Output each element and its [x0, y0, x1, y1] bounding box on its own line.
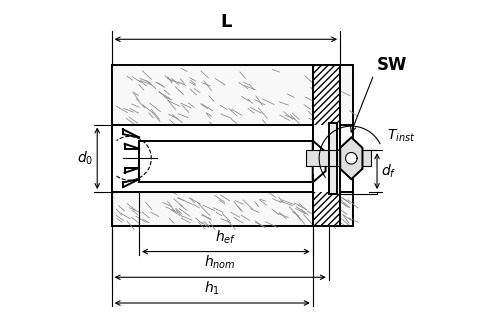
- Text: $d_0$: $d_0$: [77, 150, 94, 167]
- Bar: [329, 123, 337, 194]
- Bar: [312, 65, 340, 226]
- Text: $d_f$: $d_f$: [381, 162, 396, 180]
- Polygon shape: [340, 137, 362, 179]
- Text: $T_{inst}$: $T_{inst}$: [386, 128, 415, 144]
- Bar: [112, 124, 353, 192]
- Text: L: L: [220, 13, 232, 31]
- Bar: [312, 124, 340, 192]
- Text: $h_{ef}$: $h_{ef}$: [215, 228, 236, 246]
- Bar: [312, 65, 340, 226]
- Bar: [306, 150, 370, 166]
- Text: SW: SW: [377, 56, 408, 74]
- Text: $h_1$: $h_1$: [204, 280, 220, 297]
- Text: $t_{fix}$: $t_{fix}$: [324, 151, 342, 166]
- Text: $h_{nom}$: $h_{nom}$: [204, 254, 236, 272]
- Bar: [112, 65, 353, 226]
- Polygon shape: [312, 141, 326, 182]
- Bar: [139, 141, 312, 182]
- Polygon shape: [346, 152, 357, 164]
